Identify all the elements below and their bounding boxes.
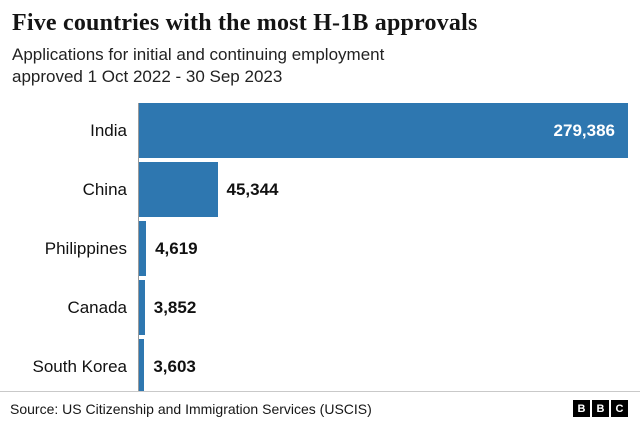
value-label: 3,603 (153, 356, 196, 376)
bbc-logo-letter: B (573, 400, 590, 417)
bar-row: Philippines 4,619 (10, 219, 628, 278)
bar-row: South Korea 3,603 (10, 337, 628, 396)
value-label: 3,852 (153, 297, 197, 317)
bar-row: India 279,386 (10, 101, 628, 160)
bar: 279,386 (138, 103, 628, 159)
bar-row: China 45,344 (10, 160, 628, 219)
category-label: China (82, 179, 127, 199)
bar-track: 45,344 (138, 162, 628, 218)
bar-track: 4,619 (138, 221, 628, 277)
bar-track: 3,852 (138, 280, 628, 336)
bbc-logo-icon: B B C (573, 400, 628, 417)
bbc-logo-letter: B (592, 400, 609, 417)
category-label: India (90, 120, 127, 140)
bar (138, 162, 218, 218)
bar (138, 221, 147, 277)
bar-track: 279,386 (138, 103, 628, 159)
chart-footer: Source: US Citizenship and Immigration S… (0, 391, 640, 427)
source-text: Source: US Citizenship and Immigration S… (10, 400, 372, 417)
category-label: Canada (67, 297, 127, 317)
value-label: 45,344 (226, 179, 279, 199)
chart-subtitle: Applications for initial and continuing … (12, 45, 385, 87)
page-title: Five countries with the most H-1B approv… (12, 10, 478, 36)
bar-track: 3,603 (138, 339, 628, 395)
category-label: South Korea (32, 356, 127, 376)
value-label: 279,386 (553, 120, 615, 140)
bbc-logo-letter: C (611, 400, 628, 417)
value-label: 4,619 (155, 238, 198, 258)
bar-row: Canada 3,852 (10, 278, 628, 337)
category-label: Philippines (44, 238, 127, 258)
bar-chart: India 279,386 China 45,344 Philippines 4,619 C… (10, 101, 628, 396)
bar (138, 280, 145, 336)
bar (138, 339, 145, 395)
